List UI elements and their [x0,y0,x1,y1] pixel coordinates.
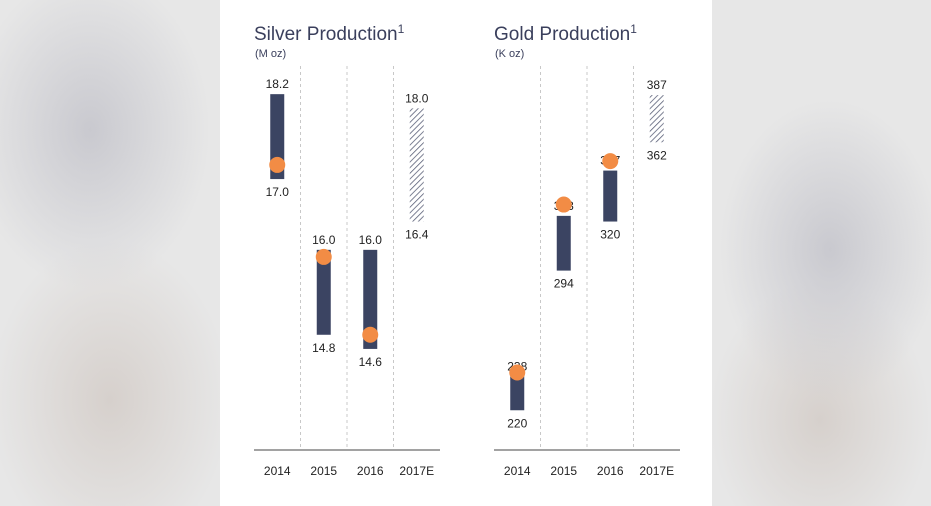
silver-tick-label-2016: 2016 [357,464,384,478]
gold-low-label-2016: 320 [600,228,620,242]
gold-tick-label-2016: 2016 [597,464,624,478]
silver-tick-label-2017e: 2017E [399,464,434,478]
chart-panel [220,0,712,506]
silver-low-label-2016: 14.6 [359,355,383,369]
gold-range-bar-2017e [649,95,664,143]
gold-tick-label-2014: 2014 [504,464,531,478]
silver-low-label-2017e: 16.4 [405,228,429,242]
silver-range-bar-2015 [316,249,331,335]
silver-actual-dot-2016 [362,326,379,343]
silver-actual-dot-2014 [269,156,286,173]
silver-high-label-2014: 18.2 [266,77,290,91]
gold-actual-dot-2015 [555,196,572,213]
gold-range-bar-2015 [556,215,571,271]
gold-low-label-2014: 220 [507,416,527,430]
gold-chart-unit: (K oz) [495,48,524,60]
silver-plot-area: 18.2 17.0 2014 16.0 14.8 2015 16.0 14.6 2016 18.0… [254,66,440,478]
gold-actual-dot-2014 [509,364,526,381]
silver-low-label-2015: 14.8 [312,341,336,355]
gold-plot-area: 2382202014323294201534732020163873622017… [494,66,680,478]
gold-chart-title: Gold Production1 [494,22,637,45]
gold-tick-label-2015: 2015 [550,464,577,478]
gold-high-label-2017e: 387 [647,78,667,92]
silver-high-label-2017e: 18.0 [405,91,429,105]
silver-range-bar-2016 [363,249,378,349]
gold-tick-label-2017e: 2017E [639,464,674,478]
gold-low-label-2017e: 362 [647,148,667,162]
silver-tick-label-2015: 2015 [310,464,337,478]
gold-low-label-2015: 294 [554,277,574,291]
silver-tick-label-2014: 2014 [264,464,291,478]
silver-chart-title: Silver Production1 [254,22,405,45]
silver-chart-unit: (M oz) [255,48,286,60]
silver-high-label-2015: 16.0 [312,233,336,247]
silver-low-label-2014: 17.0 [266,185,290,199]
gold-range-bar-2016 [603,170,618,222]
gold-range-bar-2014 [510,376,525,411]
silver-range-bar-2017e [409,108,424,222]
gold-actual-dot-2016 [602,153,619,170]
silver-actual-dot-2015 [315,248,332,265]
silver-high-label-2016: 16.0 [359,233,383,247]
